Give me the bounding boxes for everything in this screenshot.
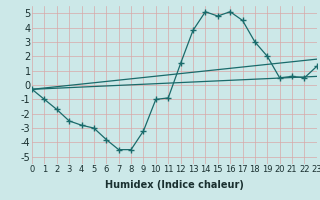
X-axis label: Humidex (Indice chaleur): Humidex (Indice chaleur) bbox=[105, 180, 244, 190]
